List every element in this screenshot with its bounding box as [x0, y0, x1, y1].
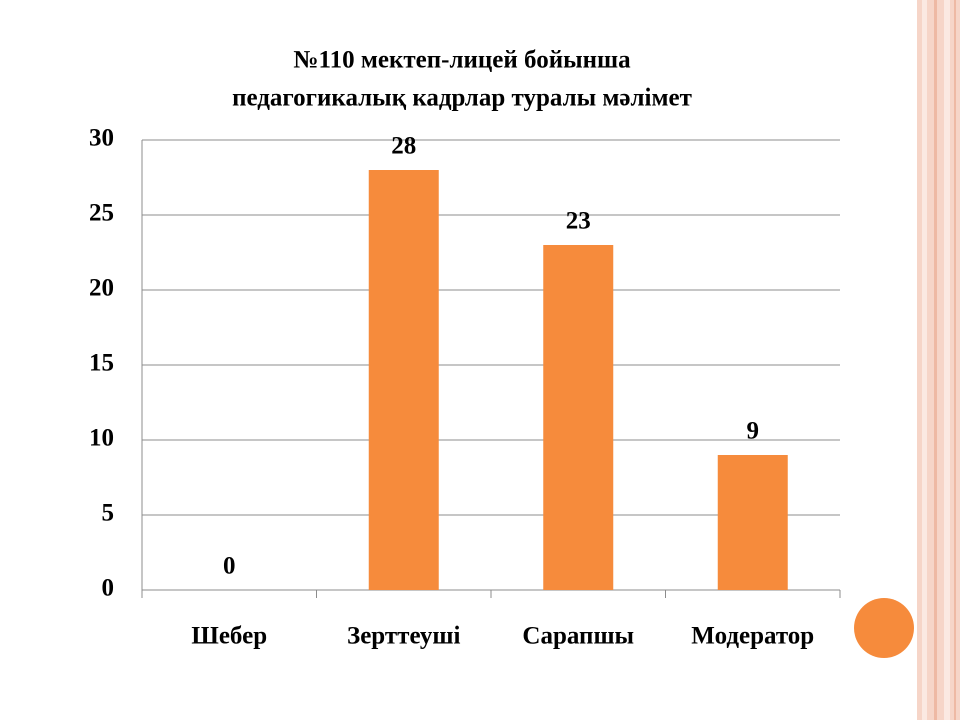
chart-title: педагогикалық кадрлар туралы мәлімет [232, 85, 692, 112]
stripe [954, 0, 956, 720]
chart-title: №110 мектеп-лицей бойынша [293, 47, 631, 74]
y-tick-label: 5 [102, 500, 115, 527]
stripe [934, 0, 937, 720]
x-tick-label: Модератор [691, 623, 814, 650]
y-tick-label: 10 [89, 425, 114, 452]
bar [543, 245, 614, 590]
y-tick-label: 15 [89, 350, 114, 377]
x-tick-label: Сарапшы [522, 623, 634, 650]
y-tick-label: 0 [102, 575, 115, 602]
y-tick-label: 30 [89, 125, 114, 152]
data-label: 28 [391, 133, 416, 160]
bar [717, 455, 788, 590]
y-tick-label: 20 [89, 275, 114, 302]
y-tick-label: 25 [89, 200, 114, 227]
decorative-circle [854, 598, 914, 658]
decorative-stripes [917, 0, 960, 720]
x-tick-label: Зерттеуші [347, 623, 461, 650]
stripe [922, 0, 927, 720]
bar [368, 170, 439, 590]
x-tick-label: Шебер [191, 623, 267, 650]
data-label: 9 [747, 418, 760, 445]
data-label: 23 [566, 208, 591, 235]
stripe [944, 0, 950, 720]
data-label: 0 [223, 553, 236, 580]
